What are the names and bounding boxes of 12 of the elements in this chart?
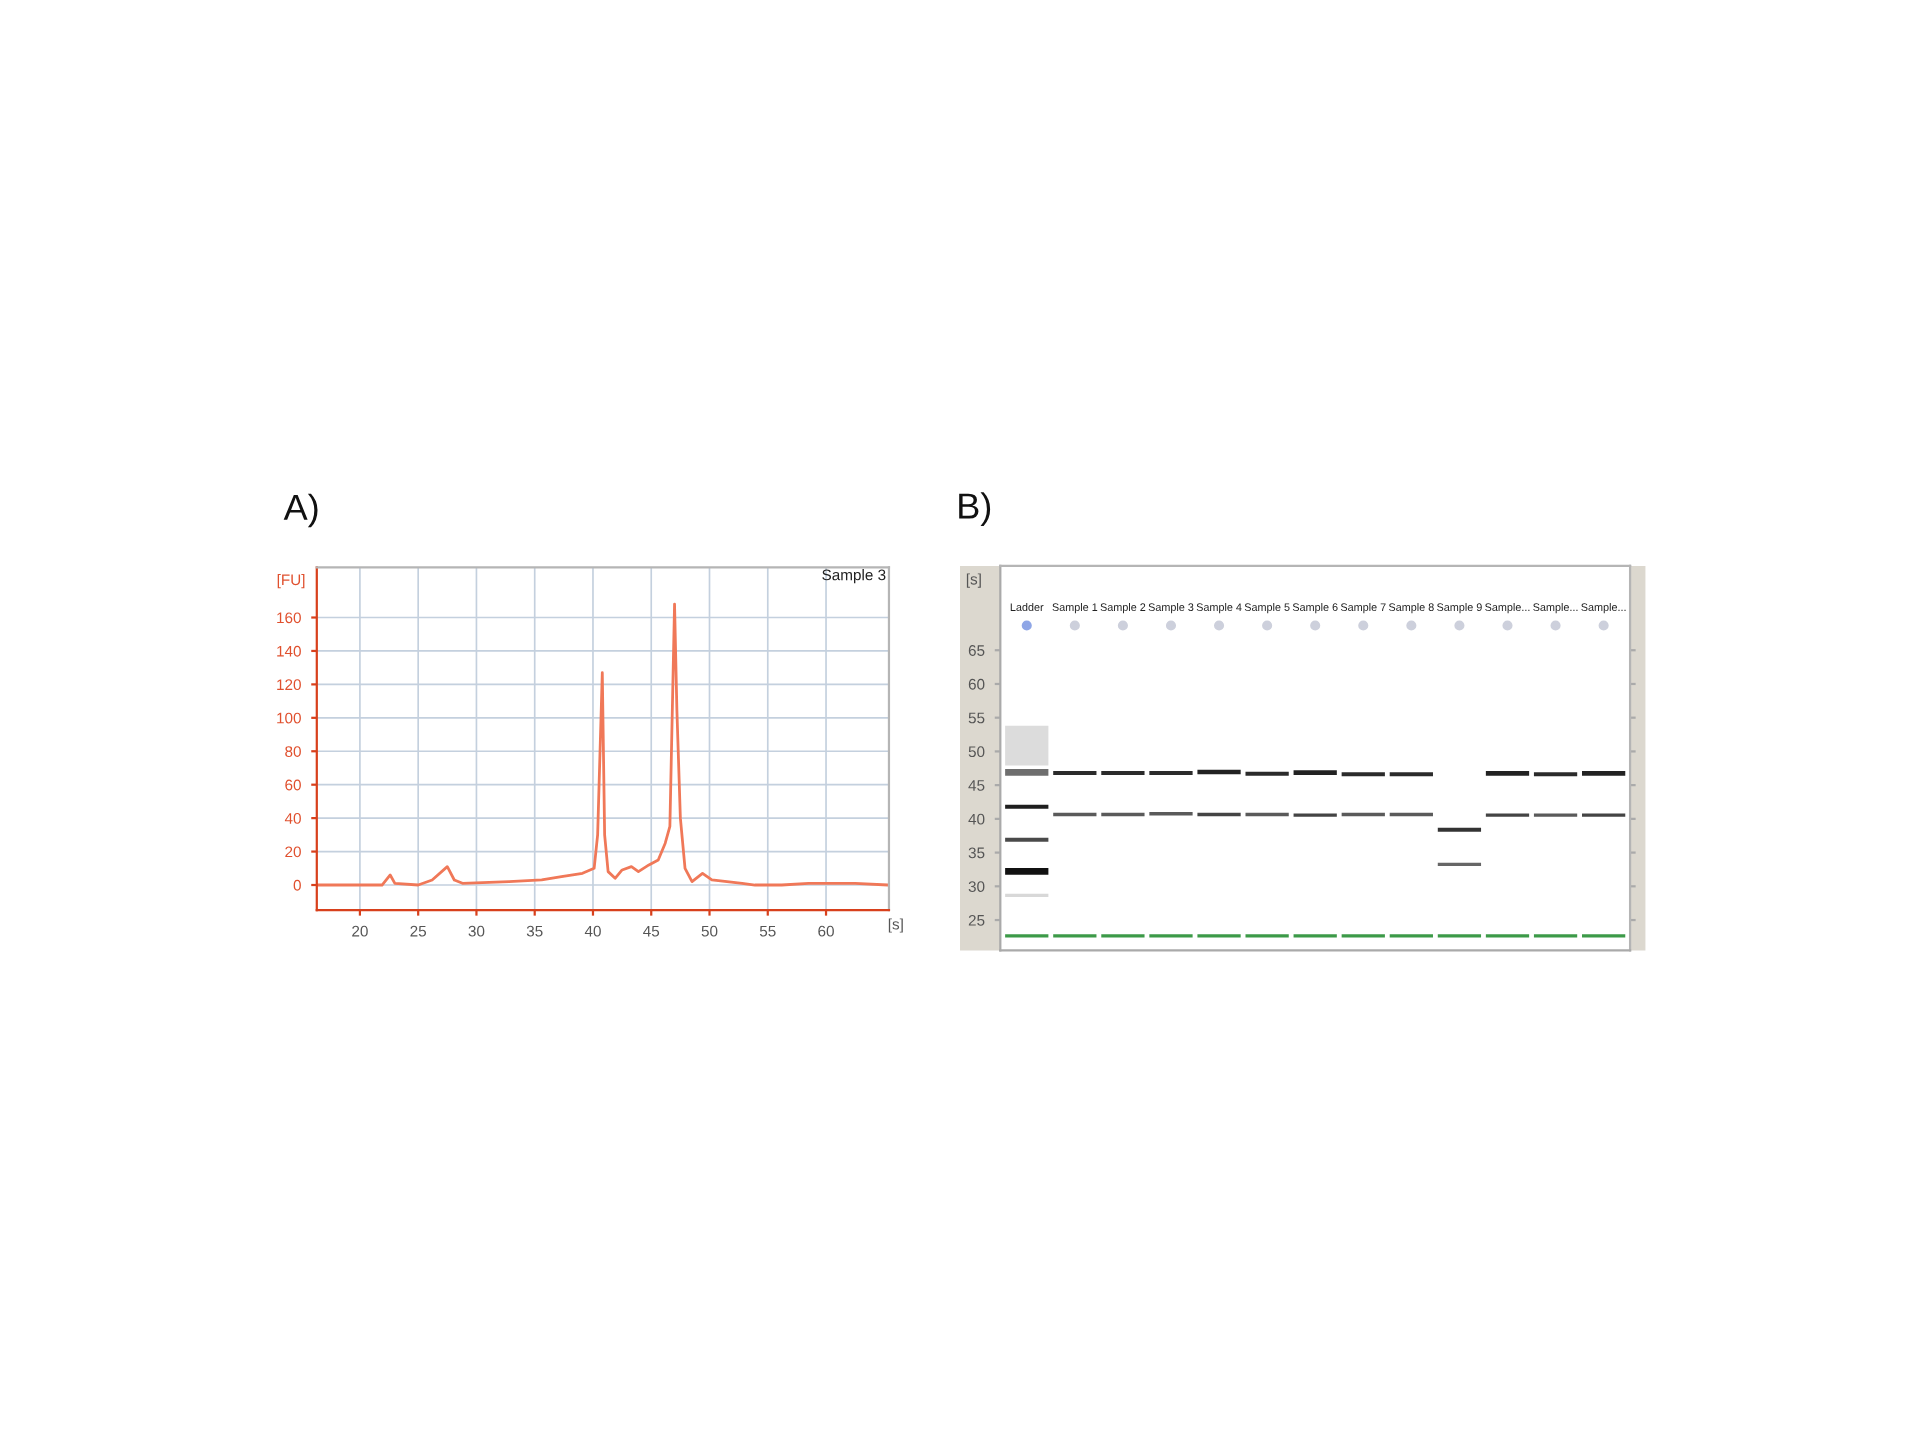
bar (1485, 770, 1530, 776)
bar (1149, 770, 1193, 776)
chart-title: A) (283, 493, 318, 528)
bar (1582, 770, 1626, 776)
bar (1293, 770, 1337, 776)
chart-title: B) (959, 492, 991, 526)
bar (1005, 768, 1049, 776)
bar (1053, 770, 1097, 776)
line-series (316, 602, 889, 887)
bar (1005, 868, 1049, 875)
bar (1101, 770, 1145, 776)
bar (1005, 725, 1049, 766)
